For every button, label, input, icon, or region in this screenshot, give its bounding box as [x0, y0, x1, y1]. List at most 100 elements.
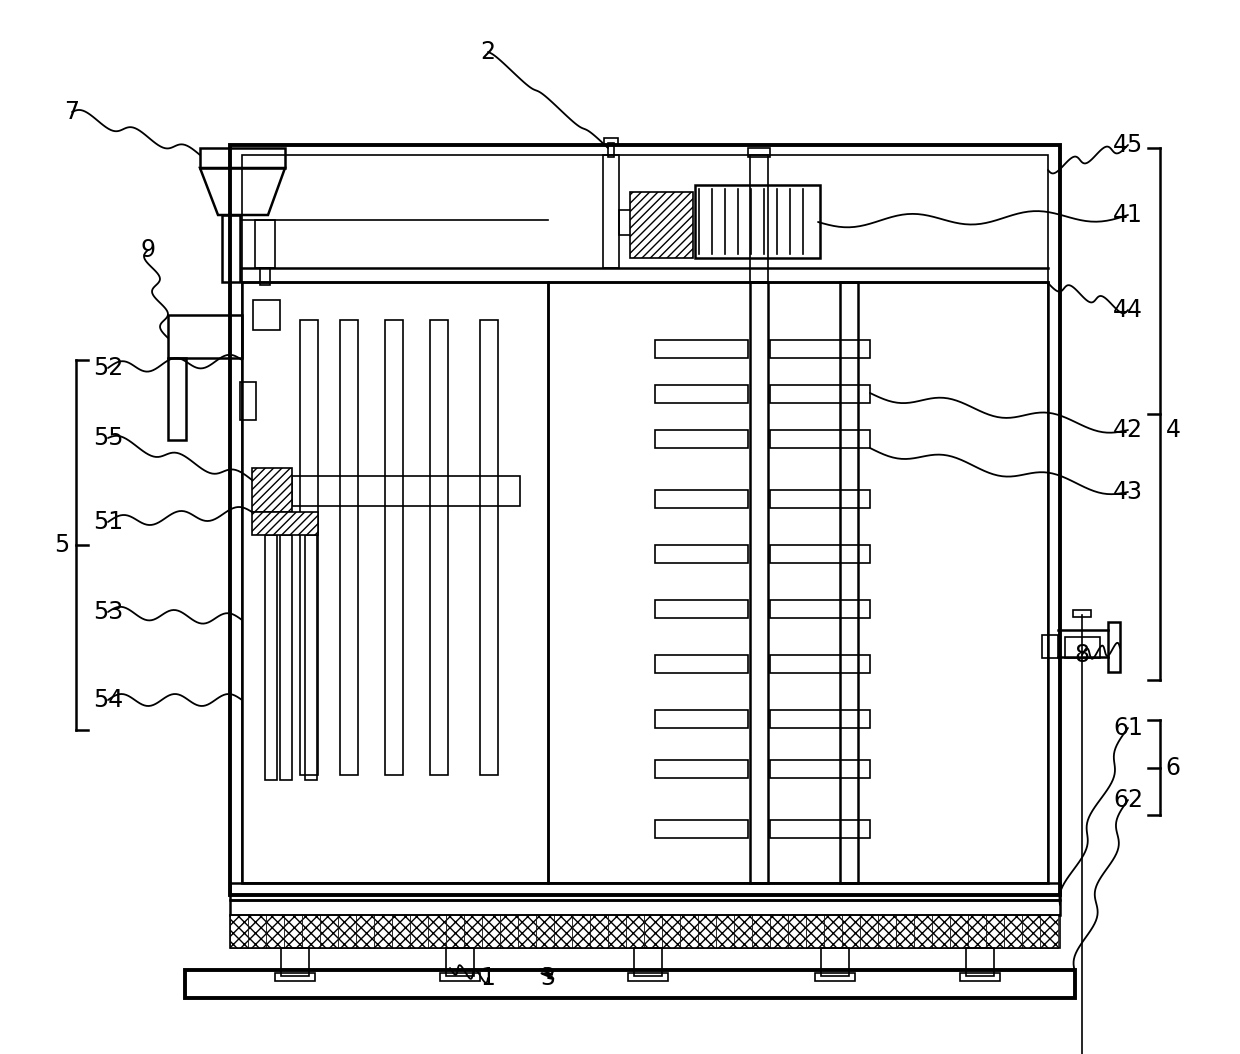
- Bar: [392, 915, 410, 948]
- Bar: [356, 915, 374, 948]
- Text: 43: 43: [1114, 480, 1143, 504]
- Bar: [655, 710, 748, 728]
- Bar: [630, 192, 693, 258]
- Bar: [554, 915, 572, 948]
- Bar: [303, 915, 320, 948]
- Bar: [440, 973, 480, 981]
- Text: 52: 52: [93, 356, 123, 380]
- Text: 61: 61: [1114, 716, 1143, 740]
- Text: 62: 62: [1114, 788, 1143, 812]
- Bar: [960, 973, 999, 981]
- Bar: [815, 973, 856, 981]
- Bar: [897, 915, 914, 948]
- Bar: [252, 468, 291, 512]
- Text: 45: 45: [1112, 133, 1143, 157]
- Bar: [1109, 622, 1120, 672]
- Bar: [825, 915, 842, 948]
- Bar: [185, 970, 1075, 998]
- Text: 5: 5: [55, 533, 69, 557]
- Bar: [986, 915, 1004, 948]
- Bar: [842, 915, 861, 948]
- Bar: [1065, 637, 1100, 658]
- Bar: [680, 915, 698, 948]
- Bar: [698, 915, 715, 948]
- Bar: [480, 320, 498, 775]
- Bar: [229, 900, 1060, 915]
- Bar: [655, 760, 748, 778]
- Bar: [430, 320, 448, 775]
- Bar: [655, 385, 748, 403]
- Bar: [267, 915, 284, 948]
- Bar: [750, 155, 768, 282]
- Bar: [374, 915, 392, 948]
- Bar: [536, 915, 554, 948]
- Bar: [634, 948, 662, 976]
- Bar: [966, 948, 994, 976]
- Text: 41: 41: [1114, 203, 1143, 227]
- Bar: [861, 915, 878, 948]
- Bar: [248, 915, 267, 948]
- Bar: [770, 545, 870, 563]
- Bar: [644, 915, 662, 948]
- Bar: [281, 948, 309, 976]
- Bar: [914, 915, 932, 948]
- Bar: [300, 320, 317, 775]
- Bar: [655, 430, 748, 448]
- Bar: [655, 340, 748, 358]
- Bar: [590, 915, 608, 948]
- Text: 53: 53: [93, 600, 123, 624]
- Bar: [500, 915, 518, 948]
- Bar: [518, 915, 536, 948]
- Bar: [548, 282, 1048, 883]
- Bar: [655, 490, 748, 508]
- Bar: [340, 320, 358, 775]
- Bar: [608, 915, 626, 948]
- Bar: [255, 220, 275, 268]
- Bar: [734, 915, 751, 948]
- Bar: [446, 915, 464, 948]
- Bar: [821, 948, 849, 976]
- Bar: [662, 915, 680, 948]
- Bar: [252, 512, 317, 535]
- Text: 42: 42: [1114, 418, 1143, 442]
- Bar: [655, 655, 748, 674]
- Text: 9: 9: [140, 238, 155, 262]
- Bar: [770, 760, 870, 778]
- Text: 8: 8: [1074, 643, 1090, 667]
- Text: 1: 1: [481, 967, 496, 990]
- Bar: [694, 186, 820, 258]
- Bar: [167, 315, 242, 358]
- Bar: [284, 915, 303, 948]
- Bar: [770, 710, 870, 728]
- Text: 3: 3: [541, 967, 556, 990]
- Bar: [787, 915, 806, 948]
- Text: 7: 7: [64, 100, 79, 124]
- Bar: [241, 382, 255, 419]
- Bar: [770, 820, 870, 838]
- Bar: [770, 915, 787, 948]
- Bar: [619, 210, 632, 235]
- Bar: [1022, 915, 1040, 948]
- Bar: [878, 915, 897, 948]
- Bar: [242, 155, 1048, 883]
- Bar: [770, 600, 870, 618]
- Bar: [770, 490, 870, 508]
- Bar: [603, 155, 619, 268]
- Text: 51: 51: [93, 510, 123, 534]
- Bar: [229, 915, 1060, 948]
- Bar: [770, 385, 870, 403]
- Bar: [748, 148, 770, 157]
- Bar: [482, 915, 500, 948]
- Bar: [280, 535, 291, 780]
- Bar: [229, 883, 1060, 900]
- Bar: [750, 282, 768, 883]
- Bar: [770, 655, 870, 674]
- Bar: [1004, 915, 1022, 948]
- Bar: [1073, 610, 1091, 617]
- Bar: [655, 545, 748, 563]
- Bar: [265, 535, 277, 780]
- Bar: [715, 915, 734, 948]
- Bar: [410, 915, 428, 948]
- Bar: [428, 915, 446, 948]
- Bar: [751, 915, 770, 948]
